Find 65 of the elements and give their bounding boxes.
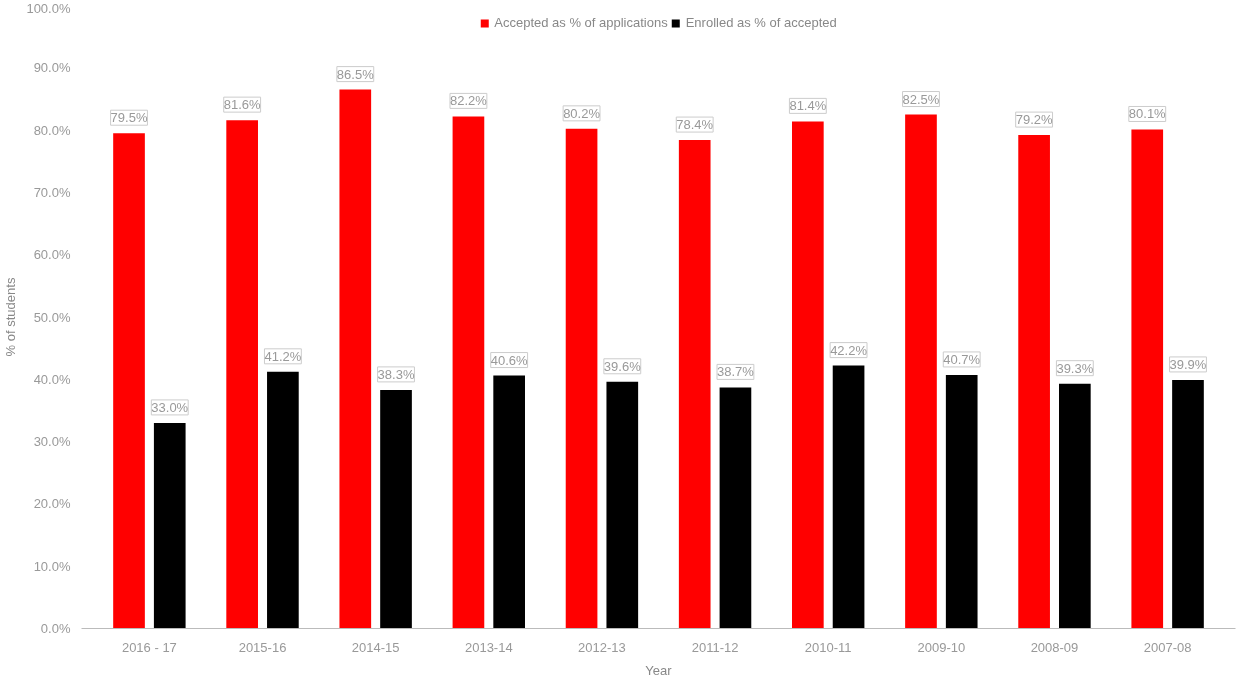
y-tick-label: 50.0%	[33, 309, 71, 325]
data-label: 39.3%	[1056, 360, 1094, 376]
data-label: 38.3%	[377, 366, 415, 382]
bar	[493, 375, 525, 629]
x-tick-label: 2010-11	[804, 639, 852, 655]
y-tick-label: 10.0%	[33, 558, 71, 574]
y-tick-label: 100.0%	[26, 0, 71, 16]
x-tick-label: 2011-12	[691, 639, 739, 655]
bar	[945, 374, 978, 629]
data-label: 81.6%	[223, 97, 262, 113]
legend-label: Enrolled as % of accepted	[685, 15, 837, 30]
y-tick-label: 30.0%	[33, 434, 71, 450]
y-tick-label: 60.0%	[33, 247, 71, 263]
bar	[380, 389, 412, 629]
data-label: 41.2%	[264, 348, 302, 364]
data-label: 40.7%	[943, 351, 981, 367]
bar	[1172, 379, 1204, 629]
bar	[1131, 129, 1164, 629]
bar	[832, 365, 865, 629]
data-label: 42.2%	[830, 342, 868, 358]
bar	[1059, 383, 1091, 629]
data-label: 82.2%	[450, 93, 488, 109]
bar	[226, 120, 258, 629]
bar	[267, 371, 299, 629]
x-tick-label: 2009-10	[917, 639, 966, 655]
data-label: 80.2%	[563, 105, 601, 121]
bar	[153, 422, 186, 629]
bar	[905, 114, 937, 629]
data-label: 40.6%	[490, 352, 529, 368]
data-label: 81.4%	[789, 98, 827, 114]
y-tick-label: 20.0%	[33, 496, 71, 512]
x-axis-title: Year	[645, 662, 673, 678]
bar	[113, 133, 145, 629]
bar	[1018, 135, 1050, 629]
bar	[339, 89, 372, 629]
x-tick-label: 2013-14	[464, 639, 513, 655]
data-label: 38.7%	[717, 364, 755, 380]
bar	[452, 116, 485, 629]
y-tick-label: 80.0%	[33, 122, 71, 138]
bar	[792, 121, 824, 629]
data-label: 80.1%	[1128, 106, 1167, 122]
data-label: 82.5%	[902, 91, 940, 107]
bar	[678, 140, 711, 629]
y-axis-title: % of students	[3, 277, 19, 357]
data-label: 39.9%	[1169, 356, 1207, 372]
bar	[606, 381, 639, 629]
x-tick-label: 2015-16	[238, 639, 287, 655]
x-tick-label: 2016 - 17	[121, 639, 177, 655]
y-tick-label: 0.0%	[40, 621, 71, 636]
x-tick-label: 2012-13	[578, 639, 626, 655]
data-label: 86.5%	[336, 66, 375, 82]
data-label: 78.4%	[676, 117, 714, 133]
bar	[719, 387, 752, 629]
data-label: 33.0%	[151, 399, 189, 415]
y-tick-label: 40.0%	[33, 371, 71, 387]
y-tick-label: 70.0%	[33, 184, 71, 200]
bar	[565, 128, 598, 629]
data-label: 39.6%	[603, 358, 642, 374]
x-tick-label: 2014-15	[351, 639, 400, 655]
legend-label: Accepted as % of applications	[494, 15, 668, 30]
data-label: 79.5%	[110, 110, 148, 126]
x-tick-label: 2008-09	[1030, 639, 1079, 655]
x-tick-label: 2007-08	[1143, 639, 1192, 655]
data-label: 79.2%	[1015, 112, 1053, 128]
y-tick-label: 90.0%	[33, 60, 71, 76]
